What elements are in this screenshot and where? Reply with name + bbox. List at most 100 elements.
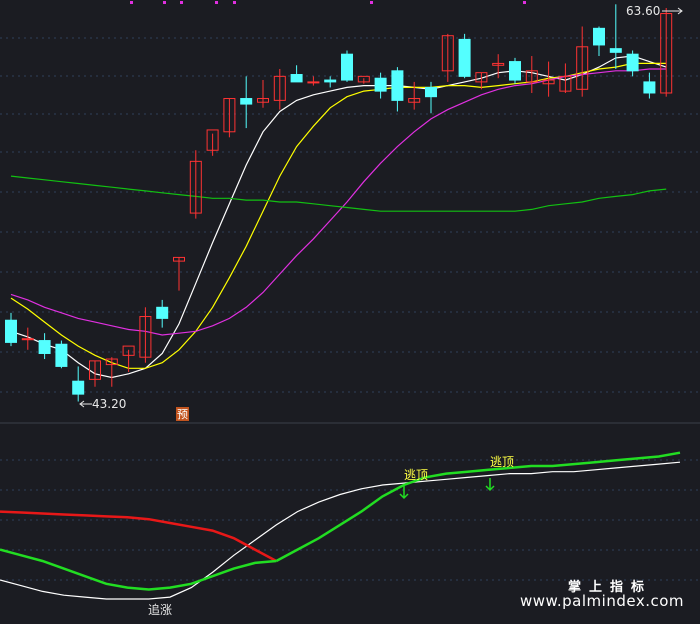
candle [660, 8, 673, 97]
buy-signal-label: 追涨 [148, 602, 172, 617]
candle-body [542, 79, 555, 85]
candle [643, 72, 656, 99]
moving-average-lines [10, 55, 667, 379]
candle-body [189, 160, 202, 214]
moving-average-line [10, 175, 667, 212]
candle [576, 26, 589, 97]
candle [593, 26, 605, 57]
candle [21, 327, 34, 350]
sell-signal-label: 逃顶 [490, 455, 514, 469]
candle-body [89, 360, 101, 380]
candle [408, 81, 421, 110]
candle-body [559, 75, 572, 92]
candle-body [525, 70, 538, 83]
candle-body [425, 86, 437, 98]
indicator-line [0, 461, 681, 600]
candle-body [576, 46, 589, 90]
candle-body [21, 338, 34, 341]
max-price-label: 63.60 [626, 4, 660, 18]
candle [290, 65, 303, 83]
candle [139, 307, 152, 363]
candle [307, 76, 320, 86]
candlesticks [5, 4, 673, 402]
candle [441, 33, 454, 82]
candle [189, 150, 202, 219]
candle [509, 57, 521, 84]
candle-body [341, 53, 353, 81]
candle-body [5, 319, 17, 343]
moving-average-line [10, 68, 667, 336]
candle-body [307, 81, 320, 84]
max-arrow [662, 7, 683, 15]
marker-dot [163, 1, 166, 4]
candle-body [492, 62, 505, 66]
candle [38, 333, 51, 360]
candle [5, 312, 17, 347]
candle-body [290, 74, 303, 83]
candle [156, 299, 169, 328]
marker-dot [180, 1, 183, 4]
marker-dot [130, 1, 133, 4]
grid-lines [0, 37, 700, 581]
candle [105, 357, 118, 387]
annotations: 63.60 43.20 预 追涨 逃顶 逃顶 [79, 1, 683, 617]
candle [391, 67, 404, 112]
candle-body [626, 53, 639, 72]
candle-body [240, 98, 253, 105]
min-arrow [79, 400, 92, 408]
candle [559, 63, 572, 93]
candle [55, 340, 68, 369]
moving-average-line [10, 62, 667, 369]
candle-body [206, 129, 219, 151]
candle [525, 56, 538, 93]
candle [341, 50, 353, 82]
candle [206, 129, 219, 156]
candle-body [324, 79, 337, 83]
candle-body [475, 72, 488, 83]
signal-badge: 预 [177, 408, 188, 421]
candle [324, 76, 337, 88]
candle [122, 345, 135, 372]
candle [257, 80, 269, 108]
indicator-line [275, 451, 681, 563]
candle-body [156, 306, 169, 319]
candle [89, 360, 101, 387]
candle [72, 366, 85, 402]
indicator-line [0, 510, 277, 563]
candle [273, 68, 286, 110]
marker-dot [370, 1, 373, 4]
marker-dot [233, 1, 236, 4]
marker-dot [215, 1, 218, 4]
candle [475, 72, 488, 90]
candle-body [458, 38, 471, 77]
candle-body [38, 340, 51, 354]
candle [374, 72, 387, 99]
candle-body [105, 358, 118, 366]
candle [626, 50, 639, 77]
candle [425, 81, 437, 114]
candle-body [122, 345, 135, 356]
moving-average-line [10, 55, 667, 379]
candle-body [223, 98, 236, 133]
candle [223, 98, 236, 138]
sell-signal-label: 逃顶 [404, 468, 428, 482]
candle [458, 33, 471, 79]
candle-body [273, 75, 286, 101]
sell-arrow-icon [399, 486, 409, 500]
candle [357, 75, 370, 84]
candle-body [643, 81, 656, 94]
sell-arrow-icon [485, 478, 495, 492]
candle [609, 4, 622, 69]
candle-body [509, 61, 521, 81]
indicator-line [0, 548, 277, 591]
watermark-cn: 掌上指标 [567, 580, 652, 595]
candle [492, 54, 505, 79]
candle-body [257, 98, 269, 103]
watermark-url: www.palmindex.com [519, 592, 684, 610]
candle-body [72, 380, 85, 395]
candle-body [391, 70, 404, 101]
candle-body [408, 98, 421, 103]
candle [240, 76, 253, 129]
candle-body [441, 35, 454, 72]
